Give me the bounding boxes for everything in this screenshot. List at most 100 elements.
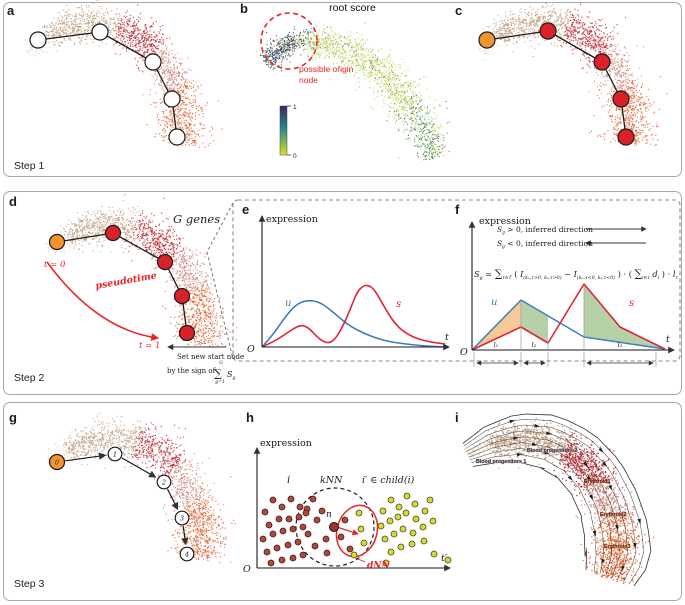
h-node-n-dot (329, 522, 339, 532)
b-root-score-title: root score (329, 2, 376, 14)
i-flow-arrow (608, 484, 613, 491)
trajectory-node[interactable] (612, 90, 630, 108)
h-parent-cell-dot (295, 513, 303, 521)
i-flow-arrow (598, 447, 604, 453)
i-flow-arrow (567, 475, 573, 481)
b-colorbar-min: 0 (293, 153, 297, 160)
h-parent-cell-dot (285, 515, 293, 523)
trajectory-node[interactable] (593, 53, 611, 71)
trajectory-edge (166, 488, 179, 511)
h-child-cell-dot (387, 496, 395, 504)
h-parent-cell-dot (263, 548, 271, 556)
trajectory-node[interactable] (29, 31, 47, 49)
trajectory-edge (181, 525, 189, 546)
h-child-cell-dot (419, 523, 427, 531)
e-ylabel: expression (266, 214, 318, 225)
h-parent-cell-dot (265, 521, 273, 529)
trajectory-node[interactable] (617, 128, 635, 146)
h-parent-cell-dot (341, 516, 349, 524)
i-flow-arrow (586, 475, 592, 481)
math-formulas: Sg > 0, inferred direction Sg < 0, inferr… (227, 225, 678, 381)
panel-letter-h: h (246, 410, 254, 425)
h-parent-cell-dot (269, 496, 277, 504)
i-outline (462, 413, 652, 587)
h-child-cell-dot (381, 535, 389, 543)
i-label-e2: Erythroid2 (600, 512, 627, 518)
h-parent-cell-dot (309, 495, 317, 503)
h-child-cell-dot (399, 525, 407, 533)
e-origin: O (247, 344, 255, 355)
h-knn-label: kNN (320, 475, 343, 486)
i-flow-arrow (633, 542, 637, 549)
e-u-label: u (285, 298, 291, 309)
h-parent-cell-dot (322, 535, 330, 543)
b-origin-circle (260, 12, 318, 70)
h-child-cell-dot (350, 551, 358, 559)
trajectory-node[interactable] (478, 31, 496, 49)
f-l1-label: l₁ (494, 341, 499, 349)
trajectory-node-label: 4 (184, 551, 189, 558)
e-xlabel: t (445, 332, 449, 343)
i-streamline (470, 448, 605, 575)
i-label-bp1: Blood progenitors 1 (476, 459, 526, 465)
i-flow-arrow (609, 544, 613, 551)
panel-letter-c: c (455, 3, 463, 18)
step3-label: Step 3 (14, 578, 45, 590)
f-spliced-curve (471, 283, 666, 351)
d-zoom-line-bottom (206, 251, 234, 360)
i-outline (473, 461, 587, 571)
h-parent-cell-dot (337, 533, 345, 541)
h-child-cell-dot (421, 507, 429, 515)
h-parent-cell-dot (299, 523, 307, 531)
trajectory-node[interactable] (48, 453, 66, 471)
h-knn-circle (295, 487, 375, 567)
i-flow-arrow (509, 419, 516, 424)
d-note-line2: by the sign of (167, 367, 217, 375)
f-legend-neg: Sg < 0, inferred direction (497, 239, 593, 250)
i-flow-arrow (543, 451, 550, 455)
trajectory-node-label: 1 (113, 451, 117, 458)
trajectory-node[interactable] (178, 324, 196, 342)
i-label-bp2: Blood progenitors 2 (527, 448, 577, 454)
trajectory-node[interactable] (539, 22, 557, 40)
h-parent-cell-dot (296, 503, 304, 511)
f-area-l2 (521, 300, 548, 343)
trajectory-node[interactable] (48, 233, 66, 251)
i-streamline (465, 424, 637, 583)
traj-d (48, 224, 196, 342)
cloud-b-origin (256, 31, 302, 72)
trajectory-node[interactable] (107, 446, 123, 462)
e-s-label: s (396, 299, 401, 310)
i-flow-arrow (637, 518, 641, 525)
trajectory-node[interactable] (173, 287, 191, 305)
trajectory-edge (37, 31, 101, 41)
i-flow-arrow (615, 524, 619, 531)
h-parent-cell-dot (289, 554, 297, 562)
trajectory-node[interactable] (144, 53, 162, 71)
trajectory-node[interactable] (91, 23, 109, 41)
f-ylabel: expression (479, 216, 531, 227)
trajectory-node[interactable] (156, 474, 172, 490)
cloud-b (290, 22, 450, 163)
trajectory-node[interactable] (104, 224, 122, 242)
i-flow-arrow (534, 424, 541, 428)
trajectory-node[interactable] (168, 128, 186, 146)
h-child-cell-dot (387, 548, 395, 556)
i-label-e1: Erythroid1 (584, 479, 611, 485)
h-parent-cell-dot (259, 535, 267, 543)
trajectory-node[interactable] (156, 253, 174, 271)
trajectory-node[interactable] (179, 546, 195, 562)
h-parent-cell-dot (302, 509, 310, 517)
b-colorbar-max: 1 (293, 104, 297, 111)
h-parent-cell-dot (294, 538, 302, 546)
trajectory-edge (486, 30, 549, 41)
trajectory-node[interactable] (174, 510, 190, 526)
h-parent-cell-dot (284, 541, 292, 549)
traj-c (478, 22, 635, 146)
i-flow-arrow (546, 431, 552, 435)
panel-letter-b: b (240, 1, 248, 16)
d-sum-upper: G (219, 360, 223, 366)
i-flow-arrow (531, 442, 538, 446)
trajectory-node[interactable] (163, 90, 181, 108)
